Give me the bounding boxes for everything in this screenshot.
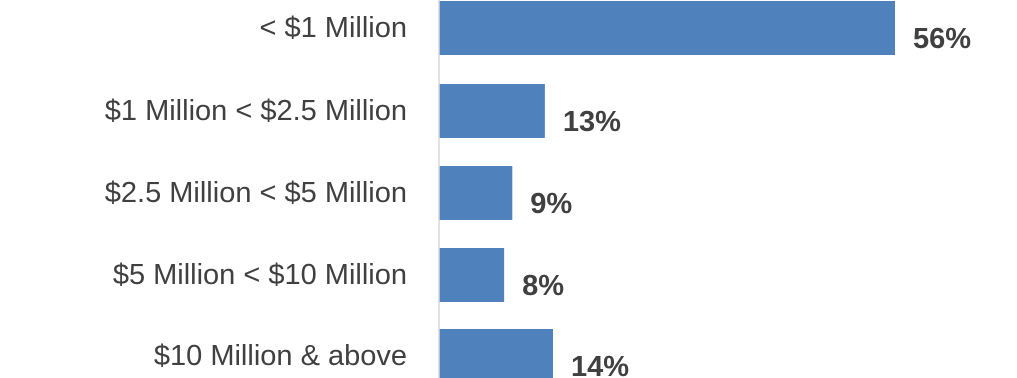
- bars-group: [439, 1, 895, 378]
- bar-3: [439, 248, 505, 302]
- value-label-0: 56%: [913, 23, 971, 55]
- bar-1: [439, 84, 545, 138]
- value-label-4: 14%: [571, 351, 629, 378]
- category-label-4: $10 Million & above: [154, 340, 407, 372]
- category-label-2: $2.5 Million < $5 Million: [105, 177, 407, 209]
- value-label-2: 9%: [530, 188, 572, 220]
- bar-4: [439, 329, 553, 378]
- value-label-3: 8%: [522, 270, 564, 302]
- category-label-1: $1 Million < $2.5 Million: [105, 95, 407, 127]
- category-label-3: $5 Million < $10 Million: [113, 259, 407, 291]
- bar-2: [439, 166, 513, 220]
- value-label-1: 13%: [563, 106, 621, 138]
- bar-0: [439, 1, 895, 55]
- value-labels: 56% 13% 9% 8% 14%: [522, 23, 971, 378]
- category-label-0: < $1 Million: [260, 12, 408, 44]
- category-labels: < $1 Million $1 Million < $2.5 Million $2.…: [105, 12, 407, 372]
